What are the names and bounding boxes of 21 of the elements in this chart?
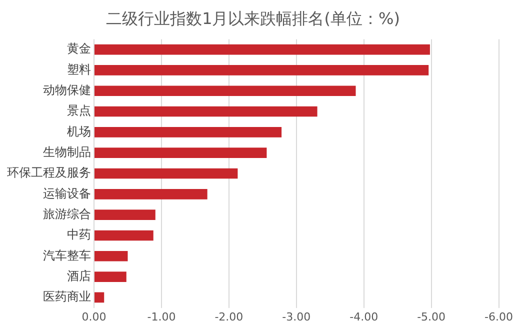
y-tick-label: 运输设备: [43, 186, 91, 200]
x-tick-label: -5.00: [417, 310, 446, 324]
y-tick-label: 黄金: [67, 42, 91, 56]
chart-title: 二级行业指数1月以来跌幅排名(单位：%): [106, 8, 400, 28]
y-tick-label: 中药: [67, 228, 91, 242]
x-tick-label: 0.00: [82, 310, 106, 324]
y-tick-label: 旅游综合: [43, 206, 91, 221]
y-tick-label: 酒店: [67, 268, 91, 283]
y-tick-label: 医药商业: [43, 290, 91, 304]
y-tick-label: 机场: [67, 124, 91, 138]
x-tick-label: -1.00: [147, 310, 176, 324]
y-tick-label: 动物保健: [43, 82, 91, 97]
x-tick-label: -3.00: [282, 310, 311, 324]
y-tick-label: 汽车整车: [43, 248, 91, 262]
y-tick-label: 塑料: [67, 62, 91, 76]
y-tick-label: 生物制品: [43, 144, 91, 159]
x-tick-label: -6.00: [484, 310, 514, 324]
y-tick-label: 景点: [67, 104, 91, 118]
x-tick-label: -2.00: [214, 310, 244, 324]
y-tick-label: 环保工程及服务: [7, 166, 91, 180]
x-tick-label: -4.00: [350, 310, 378, 324]
